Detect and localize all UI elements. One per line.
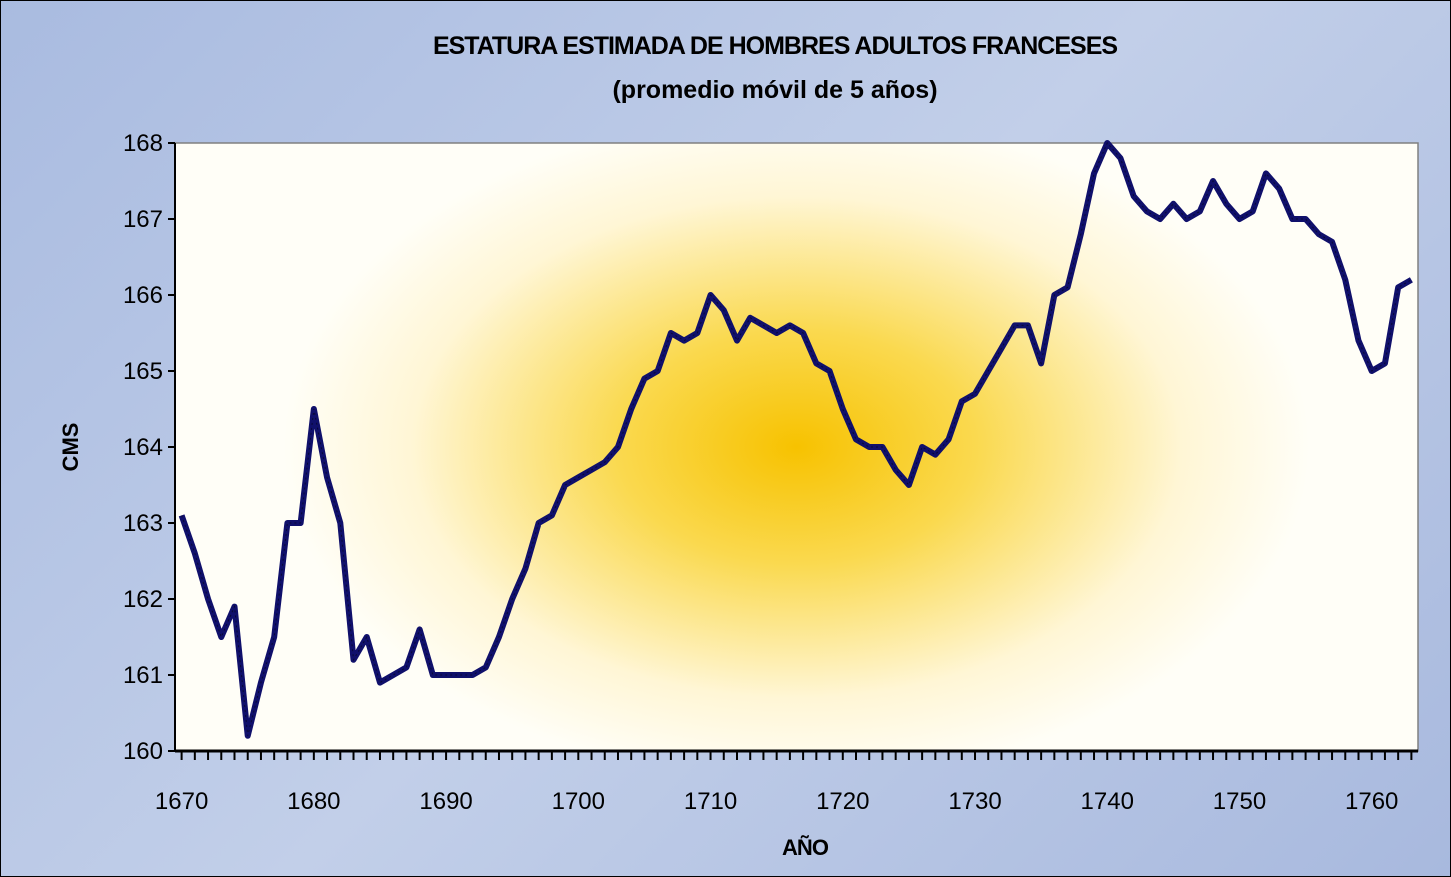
y-tick-label: 168	[123, 130, 163, 157]
x-axis-label: AÑO	[782, 835, 829, 860]
x-tick-label: 1710	[684, 788, 737, 815]
y-tick-label: 161	[123, 662, 163, 689]
line-series	[178, 140, 1413, 739]
chart-subtitle: (promedio móvil de 5 años)	[612, 76, 937, 104]
x-tick-label: 1750	[1213, 788, 1266, 815]
y-tick-label: 163	[123, 510, 163, 537]
x-tick-label: 1700	[552, 788, 605, 815]
y-axis-label: CMS	[58, 423, 83, 472]
x-tick-label: 1690	[419, 788, 472, 815]
y-tick-label: 160	[123, 738, 163, 765]
y-tick-label: 166	[123, 282, 163, 309]
y-tick-label: 164	[123, 434, 163, 461]
plot-area	[174, 142, 1419, 752]
x-tick-label: 1760	[1345, 788, 1398, 815]
y-tick-label: 162	[123, 586, 163, 613]
x-tick-label: 1670	[155, 788, 208, 815]
y-tick-label: 165	[123, 358, 163, 385]
chart-title: ESTATURA ESTIMADA DE HOMBRES ADULTOS FRA…	[433, 32, 1117, 60]
x-tick-label: 1730	[948, 788, 1001, 815]
x-tick-label: 1740	[1081, 788, 1134, 815]
x-tick-label: 1680	[287, 788, 340, 815]
y-tick-label: 167	[123, 206, 163, 233]
x-tick-label: 1720	[816, 788, 869, 815]
